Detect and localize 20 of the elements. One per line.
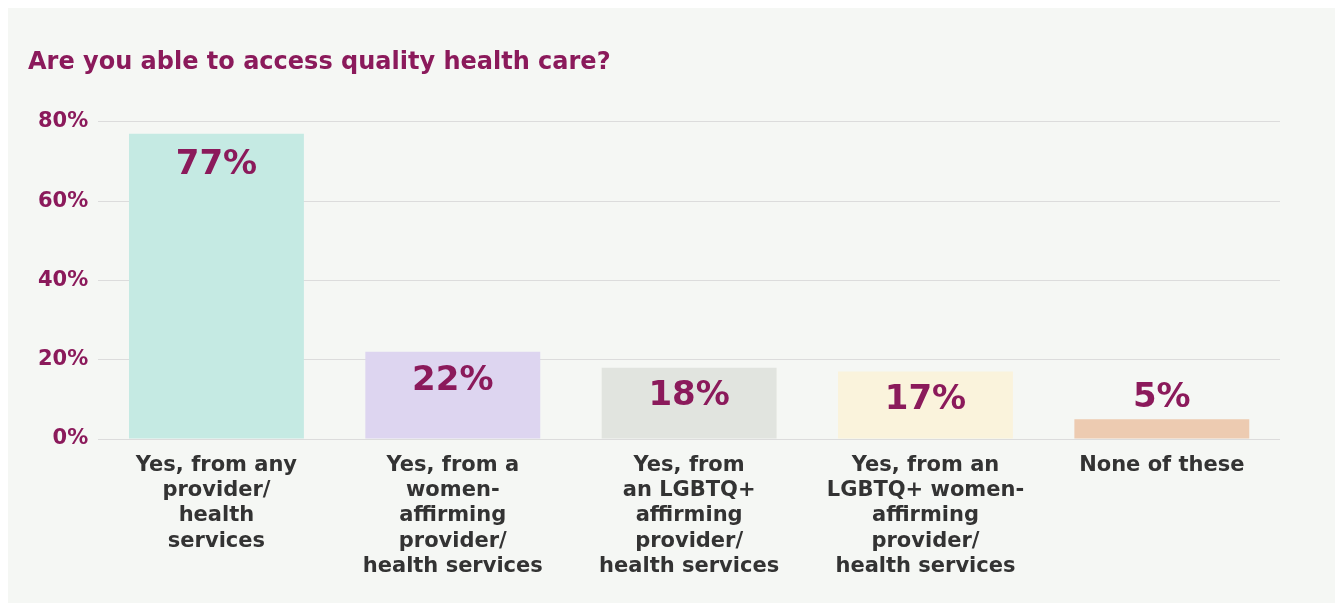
x-tick-label: Yes, from a women- affirming provider/ health services: [362, 452, 543, 577]
data-label: 17%: [884, 377, 967, 418]
y-tick-label: 80%: [38, 108, 89, 133]
data-label: 77%: [175, 141, 258, 182]
bar: [838, 371, 1013, 439]
y-tick-label: 20%: [38, 346, 89, 371]
chart-title: Are you able to access quality health care?: [28, 46, 611, 75]
x-tick-label: Yes, from any provider/ health services: [134, 452, 298, 552]
x-tick-label: Yes, from an LGBTQ+ affirming provider/ health services: [599, 452, 780, 577]
x-tick-label: None of these: [1079, 452, 1245, 477]
data-label: 5%: [1132, 375, 1191, 415]
data-label: 22%: [412, 357, 494, 398]
y-tick-label: 0%: [52, 425, 89, 450]
bar: [365, 351, 541, 439]
bar: [1074, 419, 1250, 439]
bar: [128, 133, 304, 439]
x-tick-label: Yes, from an LGBTQ+ women- affirming provider/ health services: [826, 452, 1025, 577]
y-tick-label: 40%: [38, 266, 89, 291]
y-tick-label: 60%: [38, 187, 89, 212]
data-label: 18%: [648, 373, 730, 414]
